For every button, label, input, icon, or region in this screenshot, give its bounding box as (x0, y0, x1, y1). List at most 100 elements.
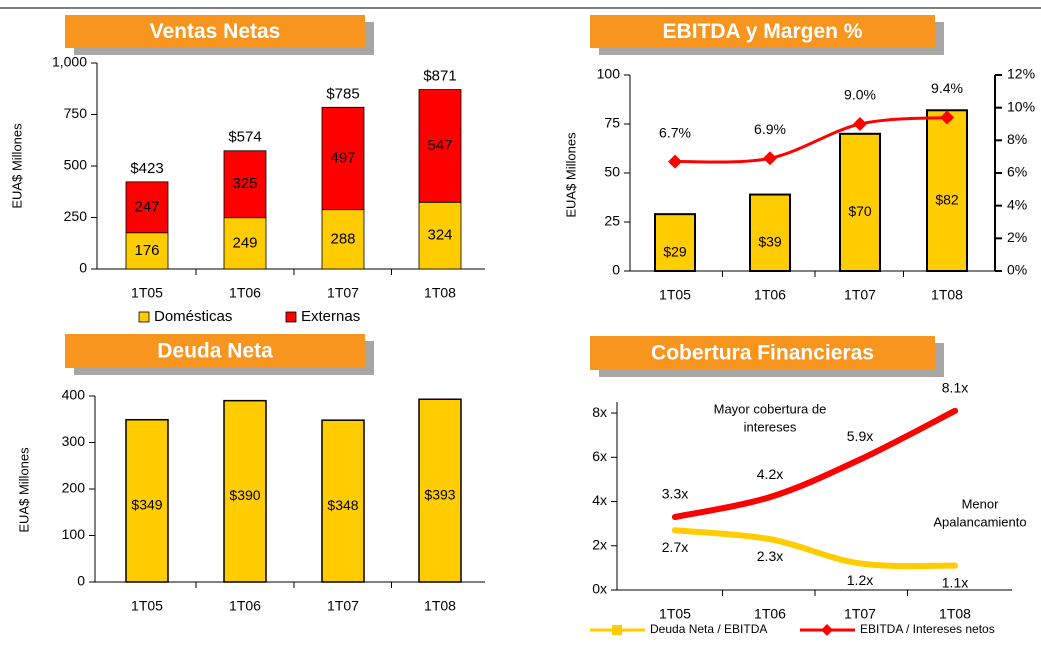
data-label: 6.7% (659, 124, 691, 140)
y-tick-label: 0x (592, 581, 607, 597)
y-tick-label: 0 (79, 260, 87, 276)
bar (223, 399, 267, 583)
data-label: $393 (424, 486, 455, 502)
y-tick-label: 75 (604, 115, 620, 131)
data-label: 9.4% (931, 80, 963, 96)
y-tick-label: 0 (612, 262, 620, 278)
y-tick-label: 200 (62, 480, 86, 496)
y-tick-label: 100 (597, 66, 621, 82)
y-tick-label: 100 (62, 526, 86, 542)
data-label: 325 (232, 175, 257, 192)
line-point (857, 560, 863, 567)
bar (926, 109, 968, 272)
x-tick-label: 1T07 (844, 606, 876, 622)
data-label: 9.0% (844, 87, 876, 103)
line-marker (853, 117, 867, 131)
data-label: 249 (232, 234, 257, 251)
legend-label: EBITDA / Intereses netos (860, 622, 995, 636)
line-marker (763, 151, 777, 166)
y-tick-label: 0 (77, 573, 85, 589)
y-tick-label: 500 (64, 157, 88, 173)
title-banner (65, 15, 365, 48)
legend-label: Deuda Neta / EBITDA (650, 622, 767, 636)
data-label: 2.7x (662, 539, 688, 555)
annotation: Menor (962, 496, 1000, 511)
y-tick-label: 2x (592, 536, 607, 552)
legend-marker (821, 624, 833, 636)
data-label: $82 (935, 191, 959, 207)
legend-label: Domésticas (154, 308, 232, 325)
line-marker (940, 110, 954, 125)
x-tick-label: 1T05 (131, 598, 163, 614)
line-point (672, 527, 678, 534)
y-tick-label: 50 (604, 164, 620, 180)
total-label: $423 (130, 160, 163, 177)
y-tick-label: 300 (62, 433, 86, 449)
line (672, 407, 958, 521)
bar (418, 89, 462, 203)
y-tick-label: 250 (64, 208, 88, 224)
bar (223, 217, 267, 270)
x-tick-label: 1T07 (327, 285, 359, 301)
data-label: 6.9% (754, 121, 786, 137)
data-label: 4.2x (757, 466, 783, 482)
data-label: $70 (848, 203, 872, 219)
annotation: Mayor cobertura de (714, 401, 827, 416)
y-tick-label: 25 (604, 213, 620, 229)
legend-marker (612, 625, 622, 635)
data-label: $349 (131, 497, 162, 513)
line-point (952, 562, 958, 569)
line-point (952, 407, 958, 414)
x-tick-label: 1T07 (844, 287, 876, 303)
data-label: $348 (327, 497, 358, 513)
bar (125, 232, 169, 270)
x-tick-label: 1T08 (931, 287, 963, 303)
x-tick-label: 1T06 (229, 598, 261, 614)
x-tick-label: 1T06 (754, 606, 786, 622)
title-banner (590, 15, 935, 48)
line-point (767, 494, 773, 501)
x-tick-label: 1T05 (131, 285, 163, 301)
data-label: 1.1x (942, 574, 968, 590)
y2-tick-label: 6% (1007, 164, 1027, 180)
y-tick-label: 750 (64, 105, 88, 121)
bar (749, 193, 791, 272)
data-label: 5.9x (847, 428, 873, 444)
x-tick-label: 1T08 (424, 598, 456, 614)
bar (125, 181, 169, 234)
x-tick-label: 1T05 (659, 287, 691, 303)
data-label: 176 (134, 242, 159, 259)
legend-swatch (138, 311, 150, 323)
line-point (857, 456, 863, 463)
bar (223, 150, 267, 219)
title-banner (65, 334, 365, 368)
data-label: 547 (427, 137, 452, 154)
y2-tick-label: 0% (1007, 262, 1027, 278)
x-tick-label: 1T08 (424, 285, 456, 301)
bar (125, 418, 169, 583)
total-label: $574 (228, 129, 261, 146)
data-label: 288 (330, 230, 355, 247)
x-tick-label: 1T06 (229, 285, 261, 301)
data-label: 1.2x (847, 572, 873, 588)
line (672, 527, 958, 570)
bar (321, 419, 365, 583)
chart-title: Cobertura Financieras (651, 342, 874, 365)
x-tick-label: 1T06 (754, 287, 786, 303)
y-tick-label: 1,000 (52, 54, 87, 70)
y2-tick-label: 10% (1007, 98, 1035, 114)
y2-tick-label: 8% (1007, 131, 1027, 147)
bar (418, 398, 462, 583)
annotation: intereses (744, 419, 797, 434)
chart-title: Deuda Neta (157, 340, 273, 363)
data-label: 2.3x (757, 548, 783, 564)
y2-tick-label: 4% (1007, 196, 1027, 212)
total-label: $871 (423, 68, 456, 85)
data-label: 324 (427, 227, 452, 244)
y-axis-label: EUA$ Millones (9, 123, 24, 209)
bar (654, 213, 696, 273)
data-label: $390 (229, 487, 260, 503)
bar (839, 132, 881, 272)
line-point (672, 514, 678, 521)
